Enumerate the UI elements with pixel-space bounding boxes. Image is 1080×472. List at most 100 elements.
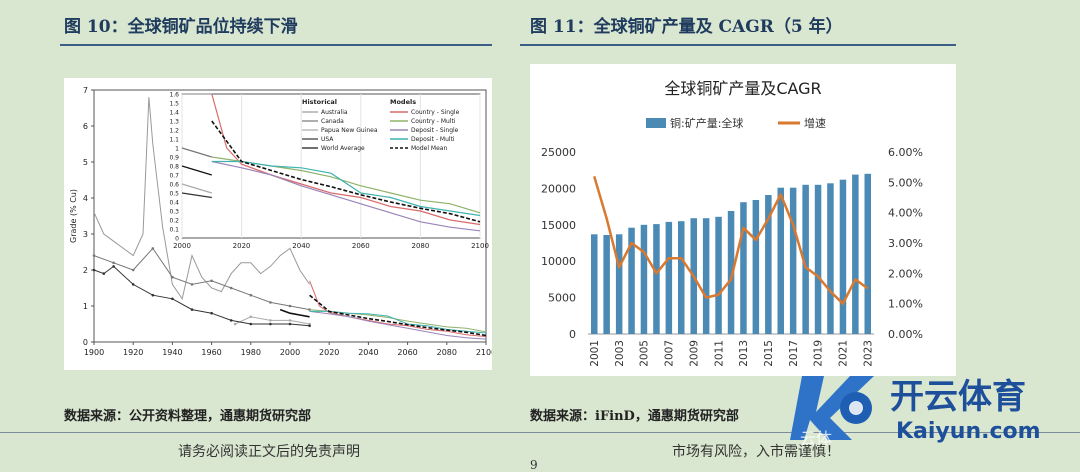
inset-y-tick-label: 0.5 bbox=[169, 191, 179, 198]
inset-y-tick-label: 1.6 bbox=[169, 92, 179, 99]
production-bar bbox=[615, 234, 623, 334]
growth-line bbox=[593, 175, 869, 305]
inset-y-tick-label: 0.9 bbox=[169, 155, 179, 162]
y-right-tick-label: 4.00% bbox=[888, 207, 923, 220]
watermark-brand: 开云体育 bbox=[890, 377, 1026, 417]
series-point bbox=[151, 247, 155, 250]
series-point bbox=[249, 315, 253, 319]
legend-entry: Deposit - Multi bbox=[411, 136, 455, 143]
x-tick-label: 1980 bbox=[241, 348, 261, 357]
series-line bbox=[93, 247, 310, 311]
series-point bbox=[249, 293, 253, 297]
x-tick-label: 1940 bbox=[162, 348, 182, 357]
production-bar bbox=[864, 173, 871, 334]
right-source-note: 数据来源：iFinD，通惠期货研究部 bbox=[530, 409, 739, 424]
x-tick-label: 1920 bbox=[123, 348, 143, 357]
y-right-tick-label: 1.00% bbox=[888, 298, 923, 311]
inset-y-tick-label: 1.2 bbox=[169, 128, 179, 135]
series-point bbox=[112, 265, 115, 268]
y-right-tick-label: 6.00% bbox=[888, 146, 923, 159]
production-bar bbox=[802, 184, 809, 334]
series-line bbox=[279, 308, 310, 318]
production-bar bbox=[777, 187, 784, 334]
inset-y-tick-label: 0 bbox=[175, 236, 179, 243]
series-point bbox=[233, 322, 237, 326]
x-tick-label: 2009 bbox=[688, 340, 700, 367]
production-bar bbox=[852, 174, 859, 334]
x-tick-label: 2015 bbox=[763, 340, 775, 367]
series-point bbox=[171, 297, 174, 301]
y-left-tick-label: 5000 bbox=[548, 292, 576, 305]
x-tick-label: 2011 bbox=[713, 340, 725, 367]
legend-entry: Australia bbox=[321, 109, 348, 116]
watermark-sub: 云体 bbox=[800, 429, 832, 448]
y-right-tick-label: 3.00% bbox=[888, 237, 923, 250]
production-bar bbox=[765, 195, 772, 334]
inset-x-tick-label: 2040 bbox=[292, 242, 310, 250]
x-tick-label: 2001 bbox=[589, 340, 601, 367]
series-line bbox=[309, 310, 487, 340]
production-bar bbox=[727, 211, 735, 334]
series-point bbox=[249, 322, 253, 326]
right-figure-title: 图 11：全球铜矿产量及 CAGR（5 年） bbox=[530, 17, 843, 37]
x-tick-label: 2040 bbox=[358, 348, 378, 357]
series-point bbox=[308, 322, 311, 326]
inset-x-tick-label: 2000 bbox=[173, 242, 191, 250]
inset-y-tick-label: 1.4 bbox=[169, 110, 179, 117]
series-point bbox=[288, 304, 292, 308]
y-tick-label: 3 bbox=[83, 230, 88, 239]
watermark-logo-icon: 开云体育 Kaiyun.com 云体 bbox=[790, 376, 1041, 448]
x-tick-label: 2013 bbox=[738, 340, 750, 367]
x-tick-label: 2080 bbox=[437, 348, 457, 357]
series-line bbox=[93, 265, 310, 327]
production-bar bbox=[814, 184, 822, 334]
production-bar bbox=[789, 187, 797, 334]
series-point bbox=[190, 283, 194, 286]
legend-entry: 增速 bbox=[804, 116, 826, 130]
left-figure-title: 图 10：全球铜矿品位持续下滑 bbox=[64, 17, 298, 37]
series-point bbox=[288, 322, 292, 326]
series-point bbox=[210, 279, 213, 283]
legend-entry: Canada bbox=[321, 118, 344, 125]
footer-rule bbox=[0, 432, 1080, 433]
y-tick-label: 7 bbox=[83, 86, 88, 95]
watermark-url: Kaiyun.com bbox=[896, 419, 1041, 444]
legend-entry: Model Mean bbox=[411, 145, 447, 152]
x-tick-label: 2017 bbox=[788, 340, 800, 367]
y-tick-label: 5 bbox=[83, 158, 88, 167]
footer-disclaimer: 请务必阅读正文后的免责声明 bbox=[178, 444, 360, 460]
footer-risk-notice: 市场有风险，入市需谨慎！ bbox=[672, 444, 840, 460]
production-bar bbox=[603, 235, 610, 334]
production-bar bbox=[839, 179, 847, 334]
x-tick-label: 1960 bbox=[201, 348, 221, 357]
inset-series-line bbox=[211, 160, 481, 217]
production-bar bbox=[640, 224, 648, 334]
legend-entry: World Average bbox=[321, 145, 365, 152]
series-line bbox=[309, 280, 487, 338]
x-tick-label: 2007 bbox=[663, 340, 675, 367]
y-left-tick-label: 0 bbox=[569, 328, 576, 341]
x-tick-label: 2019 bbox=[813, 340, 825, 367]
inset-series-line bbox=[181, 192, 212, 199]
legend-entry: USA bbox=[321, 136, 334, 143]
production-bar bbox=[715, 216, 722, 334]
inset-y-tick-label: 0.4 bbox=[169, 200, 179, 207]
legend-entry: Country - Multi bbox=[411, 118, 456, 125]
production-bar bbox=[702, 218, 710, 334]
series-point bbox=[308, 324, 311, 328]
series-point bbox=[131, 268, 135, 272]
series-point bbox=[229, 319, 233, 322]
grade-chart-panel: 1900 1920 1940 1960 1980 2000 2020 2040 2060 2080… bbox=[64, 78, 496, 370]
y-left-tick-label: 10000 bbox=[541, 255, 576, 268]
inset-y-tick-label: 0.3 bbox=[169, 209, 179, 216]
series-point bbox=[171, 275, 174, 279]
inset-y-tick-label: 0.7 bbox=[169, 173, 179, 180]
legend-historical-title: Historical bbox=[302, 98, 337, 106]
y-left-tick-label: 25000 bbox=[541, 146, 576, 159]
watermark: 开云体育 Kaiyun.com 云体 bbox=[790, 368, 1080, 448]
left-title-rule bbox=[60, 44, 492, 46]
x-tick-label: 2021 bbox=[838, 340, 850, 367]
inset-x-tick-label: 2060 bbox=[352, 242, 370, 250]
series-point bbox=[112, 261, 115, 265]
production-bar bbox=[740, 202, 747, 334]
